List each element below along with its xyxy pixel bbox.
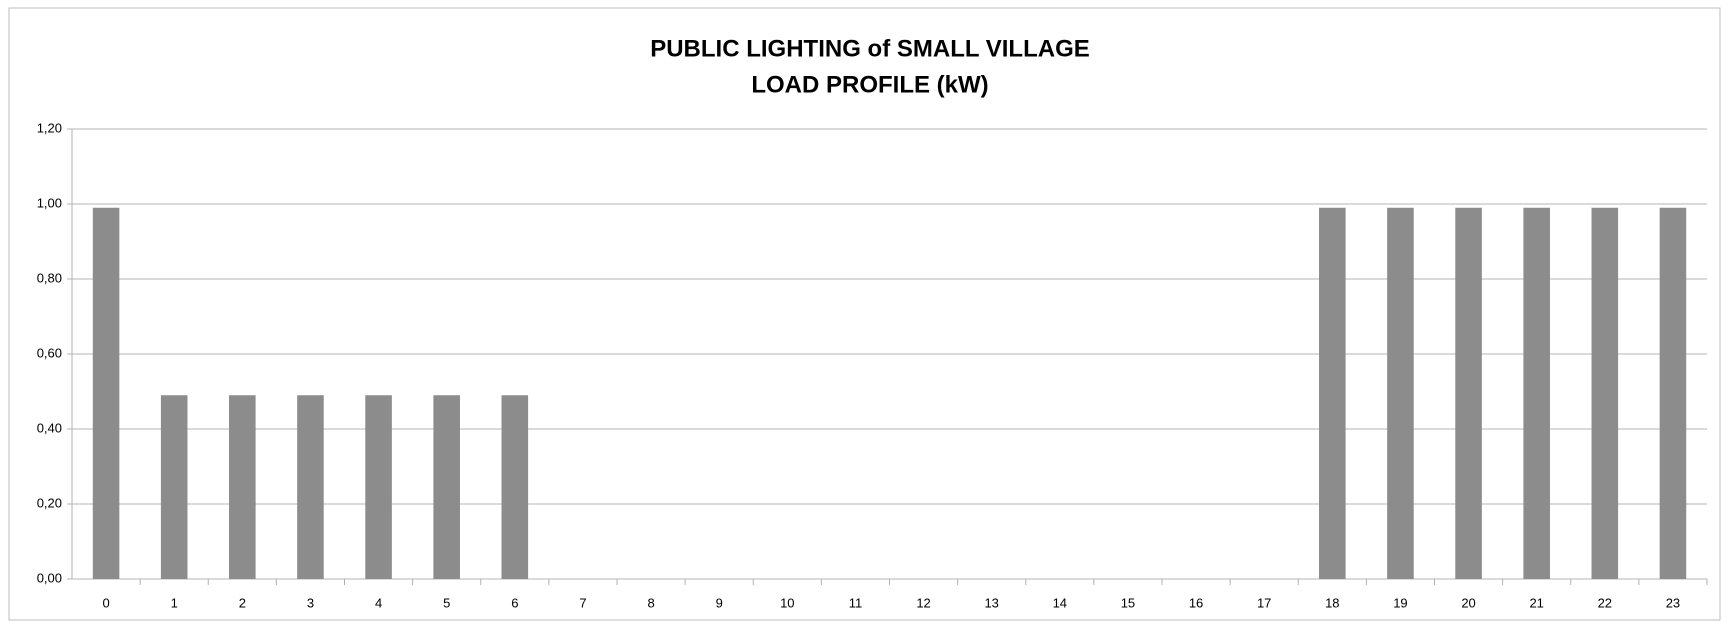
x-tick-label: 16 xyxy=(1189,595,1203,610)
bar xyxy=(160,395,188,579)
chart-border xyxy=(8,7,1721,621)
x-tick-label: 22 xyxy=(1598,595,1612,610)
chart-title: PUBLIC LIGHTING of SMALL VILLAGE xyxy=(650,35,1090,62)
x-tick-label: 8 xyxy=(647,595,654,610)
x-tick-label: 2 xyxy=(239,595,246,610)
x-tick-label: 7 xyxy=(579,595,586,610)
y-tick-label: 0,80 xyxy=(37,270,62,285)
x-tick-label: 12 xyxy=(916,595,930,610)
bar xyxy=(1659,207,1687,579)
x-tick-label: 14 xyxy=(1053,595,1067,610)
x-tick-label: 11 xyxy=(849,595,863,610)
x-tick-label: 9 xyxy=(716,595,723,610)
x-tick-label: 19 xyxy=(1393,595,1407,610)
y-tick-label: 0,20 xyxy=(37,495,62,510)
y-tick-label: 0,40 xyxy=(37,420,62,435)
x-tick-label: 1 xyxy=(171,595,178,610)
x-tick-label: 20 xyxy=(1461,595,1475,610)
y-tick-label: 1,20 xyxy=(37,120,62,135)
bar xyxy=(1591,207,1619,579)
x-tick-label: 15 xyxy=(1121,595,1135,610)
chart-title: LOAD PROFILE (kW) xyxy=(751,71,988,98)
bar xyxy=(1523,207,1550,579)
bar xyxy=(229,395,256,579)
bar xyxy=(297,395,324,579)
bar xyxy=(365,395,392,579)
bar xyxy=(92,207,120,579)
y-tick-label: 0,60 xyxy=(37,345,62,360)
bar xyxy=(1319,207,1346,579)
x-tick-label: 18 xyxy=(1325,595,1339,610)
x-tick-label: 10 xyxy=(780,595,794,610)
x-tick-label: 3 xyxy=(307,595,314,610)
x-tick-label: 5 xyxy=(443,595,450,610)
x-tick-label: 6 xyxy=(511,595,518,610)
bar xyxy=(1455,207,1482,579)
bar xyxy=(433,395,460,579)
y-tick-label: 0,00 xyxy=(37,570,62,585)
bar xyxy=(501,395,529,579)
y-tick-label: 1,00 xyxy=(37,195,62,210)
x-tick-label: 23 xyxy=(1666,595,1680,610)
x-tick-label: 0 xyxy=(102,595,109,610)
x-tick-label: 4 xyxy=(375,595,382,610)
x-tick-label: 17 xyxy=(1257,595,1271,610)
bar xyxy=(1387,207,1414,579)
x-tick-label: 21 xyxy=(1529,595,1543,610)
x-tick-label: 13 xyxy=(984,595,998,610)
